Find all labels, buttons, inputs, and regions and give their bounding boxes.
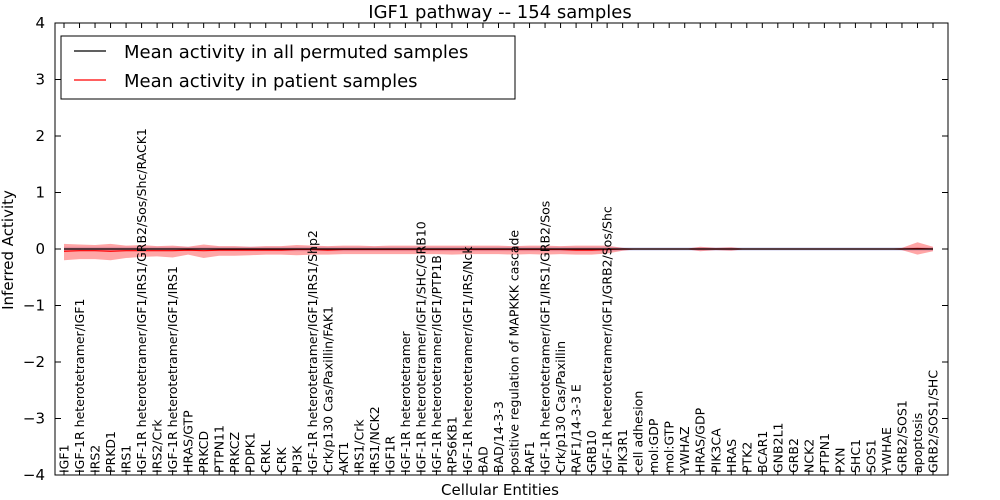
x-tick-label: PDPK1 (243, 432, 258, 473)
chart-title: IGF1 pathway -- 154 samples (368, 2, 631, 23)
x-tick-label: HRAS/GTP (181, 410, 196, 473)
x-tick-label: SHC1 (848, 439, 863, 473)
x-tick-label: PRKD1 (103, 431, 118, 473)
x-tick-label: cell adhesion (631, 391, 646, 473)
x-tick-label: Crk/p130 Cas/Paxillin/FAK1 (320, 306, 335, 473)
x-tick-label: BAD (475, 446, 490, 473)
x-tick-label: IGF-1R heterotetramer/IGF1/IRS1/Shp2 (305, 230, 320, 473)
x-tick-label: CRKL (258, 440, 273, 473)
x-tick-label: PXN (832, 448, 847, 473)
band-patient (64, 242, 933, 261)
y-tick-label: 0 (35, 240, 45, 258)
x-tick-label: PTK2 (739, 442, 754, 473)
x-tick-label: AKT1 (336, 442, 351, 473)
x-tick-label: IGF-1R heterotetramer/IGF1/IRS1/GRB2/Sos… (134, 128, 149, 473)
x-tick-label: PIK3CA (708, 428, 723, 473)
legend-label-patient: Mean activity in patient samples (124, 71, 418, 92)
x-tick-label: RPS6KB1 (444, 416, 459, 473)
x-tick-label: PIK3R1 (615, 429, 630, 473)
x-tick-label: CRK (274, 447, 289, 473)
y-tick-label: 4 (35, 14, 45, 32)
x-tick-label: PI3K (289, 445, 304, 473)
y-tick-label: −4 (23, 466, 45, 484)
y-tick-label: 1 (35, 184, 45, 202)
x-tick-label: BCAR1 (755, 431, 770, 473)
x-tick-label: IGF-1R heterotetramer (398, 330, 413, 473)
x-tick-label: mol:GTP (662, 421, 677, 473)
x-tick-label: PRKCD (196, 431, 211, 473)
x-tick-label: GRB2/SOS1 (894, 400, 909, 473)
x-tick-label: IGF-1R heterotetramer/IGF1/GRB2/Sos/Shc (600, 206, 615, 473)
x-tick-label: NCK2 (801, 439, 816, 473)
y-tick-label: −3 (23, 410, 45, 428)
x-tick-label: GRB2 (786, 438, 801, 473)
x-tick-label: apoptosis (910, 413, 925, 473)
x-tick-label: BAD/14-3-3 (491, 401, 506, 473)
x-tick-label: mol:GDP (646, 418, 661, 473)
x-tick-label: RAF1 (522, 441, 537, 473)
x-tick-label: SOS1 (863, 439, 878, 473)
x-axis-label: Cellular Entities (441, 481, 559, 499)
x-tick-label: GRB2/SOS1/SHC (926, 370, 941, 473)
x-axis: IGF1 IGF-1R heterotetramer/IGF1 IRS2 PRKD1 I… (57, 23, 941, 475)
x-tick-label: IGF-1R heterotetramer/IGF1/PTP1B (429, 255, 444, 473)
y-axis-label: Inferred Activity (0, 190, 17, 310)
confidence-bands (64, 242, 933, 261)
x-tick-label: IGF-1R heterotetramer/IGF1/IRS1/GRB2/Sos (538, 201, 553, 473)
legend-box (60, 35, 516, 100)
x-tick-label: PTPN11 (212, 425, 227, 473)
x-tick-label: IRS1/Crk (351, 419, 366, 473)
legend: Mean activity in all permuted samples Me… (60, 35, 516, 100)
legend-label-permuted: Mean activity in all permuted samples (124, 42, 468, 63)
x-tick-label: PTPN1 (817, 433, 832, 473)
x-tick-label: IRS2/Crk (150, 419, 165, 473)
series-lines (63, 247, 934, 252)
x-tick-label: HRAS/GDP (693, 407, 708, 473)
x-tick-label: PRKCZ (227, 432, 242, 473)
x-tick-label: YWHAE (879, 427, 894, 474)
x-tick-label: YWHAZ (677, 426, 692, 474)
x-tick-label: IGF1 (57, 444, 72, 473)
y-tick-label: 3 (35, 71, 45, 89)
x-tick-label: IGF1R (382, 435, 397, 473)
y-tick-label: −1 (23, 297, 45, 315)
x-tick-label: Crk/p130 Cas/Paxillin (553, 341, 568, 473)
x-tick-label: IRS1/NCK2 (367, 406, 382, 473)
x-tick-label: IGF-1R heterotetramer/IGF1/SHC/GRB10 (413, 221, 428, 473)
x-tick-label: IGF-1R heterotetramer/IGF1/IRS1 (165, 266, 180, 473)
x-tick-label: GRB10 (584, 430, 599, 473)
x-tick-label: IGF-1R heterotetramer/IGF1/IRS/Nck (460, 246, 475, 473)
x-tick-label: GNB2L1 (770, 423, 785, 473)
y-tick-label: −2 (23, 353, 45, 371)
x-tick-label: RAF1/14-3-3 E (569, 384, 584, 473)
x-tick-label: HRAS (724, 439, 739, 473)
x-tick-label: IRS2 (88, 445, 103, 473)
x-tick-label: positive regulation of MAPKKK cascade (507, 230, 522, 473)
y-tick-label: 2 (35, 127, 45, 145)
x-tick-label: IRS1 (119, 445, 134, 473)
x-tick-label: IGF-1R heterotetramer/IGF1 (72, 299, 87, 473)
y-axis: −4 −3 −2 −1 0 1 2 3 4 (23, 14, 948, 484)
